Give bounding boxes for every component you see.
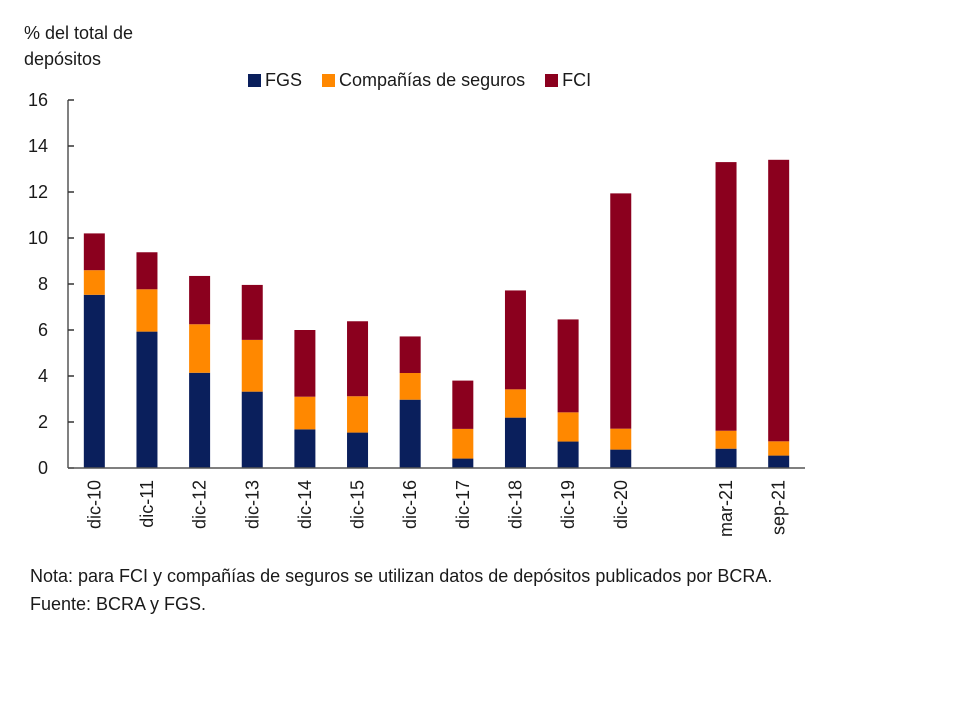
bar-compa-as-de-seguros-dic-14 [294, 396, 316, 430]
y-tick-label: 12 [28, 182, 48, 202]
bar-compa-as-de-seguros-dic-16 [399, 373, 421, 400]
bar-fci-dic-19 [557, 319, 579, 413]
bar-fgs-dic-16 [399, 399, 421, 468]
legend-item-seguros: Compañías de seguros [322, 70, 525, 91]
x-tick-label: dic-18 [505, 480, 525, 529]
bar-fgs-mar-21 [715, 448, 737, 468]
x-tick-label: dic-17 [453, 480, 473, 529]
bar-fci-dic-20 [610, 193, 632, 429]
legend-swatch-seguros [322, 74, 336, 87]
bar-compa-as-de-seguros-mar-21 [715, 430, 737, 449]
bar-fgs-dic-13 [241, 391, 263, 468]
y-tick-label: 14 [28, 136, 48, 156]
x-tick-label: dic-15 [348, 480, 368, 529]
y-tick-label: 2 [38, 412, 48, 432]
bar-fgs-dic-17 [452, 458, 474, 468]
bar-compa-as-de-seguros-dic-18 [504, 389, 526, 418]
x-tick-label: dic-19 [558, 480, 578, 529]
bar-fci-dic-15 [347, 321, 369, 397]
bar-fgs-dic-20 [610, 449, 632, 468]
bar-fci-dic-16 [399, 336, 421, 374]
bar-fgs-dic-14 [294, 429, 316, 468]
bar-fci-dic-17 [452, 380, 474, 429]
bar-fci-dic-10 [83, 233, 105, 271]
legend-item-fgs: FGS [248, 70, 302, 91]
legend-swatch-fci [545, 74, 559, 87]
x-tick-label: mar-21 [716, 480, 736, 537]
bar-compa-as-de-seguros-dic-19 [557, 412, 579, 442]
legend-swatch-fgs [248, 74, 261, 87]
bar-compa-as-de-seguros-dic-12 [189, 324, 211, 373]
bar-fgs-dic-10 [83, 294, 105, 468]
bar-compa-as-de-seguros-sep-21 [768, 441, 790, 456]
legend: FGS Compañías de seguros FCI [248, 70, 591, 91]
bar-fgs-dic-11 [136, 331, 158, 468]
x-tick-label: sep-21 [769, 480, 789, 535]
y-axis-title: % del total de depósitos [24, 23, 134, 69]
bar-fci-dic-13 [241, 284, 263, 340]
y-tick-label: 10 [28, 228, 48, 248]
x-tick-label: dic-16 [400, 480, 420, 529]
legend-item-fci: FCI [545, 70, 591, 91]
bar-compa-as-de-seguros-dic-11 [136, 289, 158, 332]
bar-fgs-dic-18 [504, 417, 526, 468]
chart-note: Nota: para FCI y compañías de seguros se… [30, 566, 773, 614]
bar-compa-as-de-seguros-dic-10 [83, 270, 105, 295]
bar-compa-as-de-seguros-dic-15 [347, 396, 369, 433]
legend-label-fci: FCI [562, 70, 592, 90]
legend-label-seguros: Compañías de seguros [339, 70, 526, 90]
x-tick-label: dic-12 [190, 480, 210, 529]
x-tick-label: dic-20 [611, 480, 631, 529]
y-tick-label: 4 [38, 366, 48, 386]
x-tick-label: dic-14 [295, 480, 315, 529]
bar-compa-as-de-seguros-dic-20 [610, 428, 632, 450]
y-tick-label: 16 [28, 90, 48, 110]
bar-fci-dic-12 [189, 275, 211, 325]
bar-fgs-dic-12 [189, 372, 211, 468]
x-tick-label: dic-10 [84, 480, 104, 529]
bar-fgs-sep-21 [768, 455, 790, 468]
bar-fci-mar-21 [715, 162, 737, 431]
bar-fgs-dic-19 [557, 441, 579, 468]
y-tick-label: 6 [38, 320, 48, 340]
y-tick-label: 0 [38, 458, 48, 478]
bar-fci-dic-18 [504, 290, 526, 390]
bar-compa-as-de-seguros-dic-13 [241, 339, 263, 392]
legend-label-fgs: FGS [265, 70, 303, 90]
bar-fci-dic-14 [294, 330, 316, 397]
bar-fci-sep-21 [768, 159, 790, 442]
bar-compa-as-de-seguros-dic-17 [452, 428, 474, 459]
x-tick-label: dic-11 [137, 480, 157, 528]
x-tick-label: dic-13 [242, 480, 262, 529]
y-tick-label: 8 [38, 274, 48, 294]
bar-fgs-dic-15 [347, 432, 369, 468]
bar-fci-dic-11 [136, 252, 158, 290]
